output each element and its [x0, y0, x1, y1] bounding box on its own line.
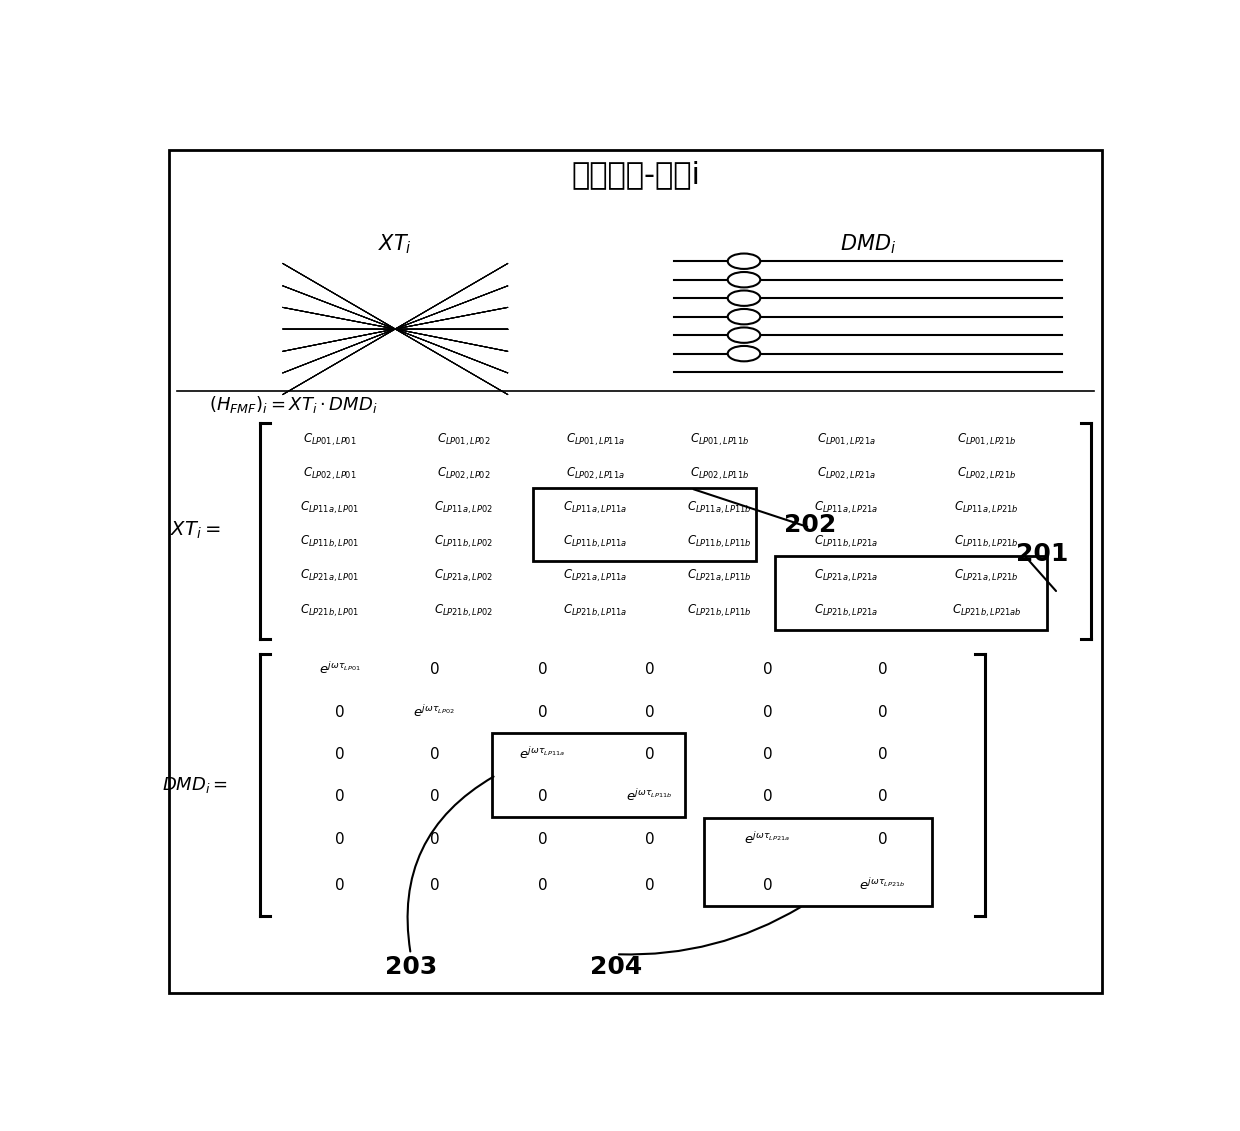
Text: $0$: $0$: [877, 703, 888, 719]
Text: $C_{LP11b,LP21b}$: $C_{LP11b,LP21b}$: [955, 534, 1019, 550]
Text: $C_{LP02,LP21a}$: $C_{LP02,LP21a}$: [817, 466, 875, 482]
Bar: [533, 489, 755, 561]
Text: $C_{LP21a,LP11b}$: $C_{LP21a,LP11b}$: [687, 567, 751, 584]
Text: $C_{LP21b,LP21a}$: $C_{LP21b,LP21a}$: [815, 603, 878, 619]
Text: $XT_i$: $XT_i$: [378, 233, 412, 256]
Text: $C_{LP11b,LP21a}$: $C_{LP11b,LP21a}$: [815, 534, 878, 550]
Text: $C_{LP21a,LP21b}$: $C_{LP21a,LP21b}$: [955, 567, 1019, 584]
Text: $0$: $0$: [877, 788, 888, 804]
Text: $0$: $0$: [761, 703, 773, 719]
Text: $C_{LP11a,LP11b}$: $C_{LP11a,LP11b}$: [687, 500, 751, 516]
Text: $0$: $0$: [761, 788, 773, 804]
Text: $e^{j\omega\tau_{LP21b}}$: $e^{j\omega\tau_{LP21b}}$: [859, 877, 905, 892]
Text: $C_{LP01,LP21a}$: $C_{LP01,LP21a}$: [817, 432, 875, 448]
Text: $C_{LP11b,LP11a}$: $C_{LP11b,LP11a}$: [563, 534, 627, 550]
Text: $C_{LP01,LP21b}$: $C_{LP01,LP21b}$: [957, 432, 1017, 448]
Text: $0$: $0$: [761, 877, 773, 893]
Text: $C_{LP02,LP11a}$: $C_{LP02,LP11a}$: [565, 466, 625, 482]
Text: 传递矩阵-部分i: 传递矩阵-部分i: [570, 161, 701, 190]
Ellipse shape: [728, 346, 760, 361]
Text: $0$: $0$: [644, 746, 655, 762]
Text: $C_{LP02,LP21b}$: $C_{LP02,LP21b}$: [957, 466, 1017, 482]
Text: $C_{LP21b,LP11a}$: $C_{LP21b,LP11a}$: [563, 603, 627, 619]
Bar: [492, 733, 684, 818]
Text: $e^{j\omega\tau_{LP21a}}$: $e^{j\omega\tau_{LP21a}}$: [744, 831, 790, 847]
Text: $0$: $0$: [537, 877, 548, 893]
Text: $0$: $0$: [429, 662, 439, 677]
Text: $0$: $0$: [761, 746, 773, 762]
Text: $C_{LP11b,LP11b}$: $C_{LP11b,LP11b}$: [687, 534, 751, 550]
Text: $0$: $0$: [644, 703, 655, 719]
Text: $e^{j\omega\tau_{LP11b}}$: $e^{j\omega\tau_{LP11b}}$: [626, 788, 672, 804]
Text: $C_{LP11a,LP21b}$: $C_{LP11a,LP21b}$: [955, 500, 1019, 516]
Text: $0$: $0$: [334, 877, 345, 893]
Text: $XT_i =$: $XT_i =$: [170, 520, 221, 542]
Text: $C_{LP02,LP11b}$: $C_{LP02,LP11b}$: [689, 466, 749, 482]
Text: $e^{j\omega\tau_{LP01}}$: $e^{j\omega\tau_{LP01}}$: [319, 662, 361, 677]
Text: $C_{LP21b,LP21ab}$: $C_{LP21b,LP21ab}$: [952, 603, 1022, 619]
Text: $0$: $0$: [877, 746, 888, 762]
Text: $C_{LP21b,LP01}$: $C_{LP21b,LP01}$: [300, 603, 358, 619]
Ellipse shape: [728, 273, 760, 287]
Ellipse shape: [728, 328, 760, 343]
Text: $C_{LP11a,LP21a}$: $C_{LP11a,LP21a}$: [815, 500, 878, 516]
Text: $C_{LP21b,LP11b}$: $C_{LP21b,LP11b}$: [687, 603, 751, 619]
Text: $0$: $0$: [644, 877, 655, 893]
Text: $C_{LP11a,LP11a}$: $C_{LP11a,LP11a}$: [563, 500, 627, 516]
Text: $0$: $0$: [537, 662, 548, 677]
Text: $e^{j\omega\tau_{LP02}}$: $e^{j\omega\tau_{LP02}}$: [413, 703, 455, 719]
Text: $0$: $0$: [429, 746, 439, 762]
Text: $C_{LP21b,LP02}$: $C_{LP21b,LP02}$: [434, 603, 492, 619]
Text: $C_{LP01,LP01}$: $C_{LP01,LP01}$: [303, 432, 356, 448]
Text: $C_{LP21a,LP21a}$: $C_{LP21a,LP21a}$: [815, 567, 878, 584]
Text: $C_{LP02,LP02}$: $C_{LP02,LP02}$: [436, 466, 490, 482]
Text: $0$: $0$: [537, 703, 548, 719]
Text: $0$: $0$: [644, 831, 655, 847]
Text: $0$: $0$: [877, 662, 888, 677]
Text: $DMD_i =$: $DMD_i =$: [162, 775, 228, 795]
Text: $C_{LP11a,LP01}$: $C_{LP11a,LP01}$: [300, 500, 358, 516]
Text: $C_{LP11b,LP02}$: $C_{LP11b,LP02}$: [434, 534, 492, 550]
Text: $C_{LP21a,LP11a}$: $C_{LP21a,LP11a}$: [563, 567, 627, 584]
Text: $0$: $0$: [334, 788, 345, 804]
Text: $(H_{FMF})_i = XT_i \cdot DMD_i$: $(H_{FMF})_i = XT_i \cdot DMD_i$: [210, 394, 378, 415]
Text: $C_{LP02,LP01}$: $C_{LP02,LP01}$: [303, 466, 356, 482]
Text: $0$: $0$: [334, 831, 345, 847]
Ellipse shape: [728, 291, 760, 305]
Text: $0$: $0$: [644, 662, 655, 677]
Bar: [775, 556, 1047, 630]
Text: $C_{LP11a,LP02}$: $C_{LP11a,LP02}$: [434, 500, 492, 516]
Text: 201: 201: [1017, 542, 1069, 566]
Text: $0$: $0$: [334, 746, 345, 762]
Text: $0$: $0$: [877, 831, 888, 847]
Text: $C_{LP01,LP02}$: $C_{LP01,LP02}$: [436, 432, 490, 448]
Text: $0$: $0$: [537, 788, 548, 804]
Text: $C_{LP01,LP11a}$: $C_{LP01,LP11a}$: [565, 432, 625, 448]
Text: $0$: $0$: [429, 788, 439, 804]
Text: $0$: $0$: [537, 831, 548, 847]
Text: $C_{LP21a,LP01}$: $C_{LP21a,LP01}$: [300, 567, 358, 584]
Text: $DMD_i$: $DMD_i$: [839, 233, 897, 256]
Text: $0$: $0$: [334, 703, 345, 719]
Text: $0$: $0$: [429, 877, 439, 893]
Text: $0$: $0$: [429, 831, 439, 847]
Ellipse shape: [728, 253, 760, 269]
Text: $e^{j\omega\tau_{LP11a}}$: $e^{j\omega\tau_{LP11a}}$: [520, 746, 565, 762]
Text: $0$: $0$: [761, 662, 773, 677]
Text: $C_{LP01,LP11b}$: $C_{LP01,LP11b}$: [689, 432, 749, 448]
Bar: [704, 818, 932, 906]
Text: $C_{LP21a,LP02}$: $C_{LP21a,LP02}$: [434, 567, 492, 584]
Text: 204: 204: [590, 955, 642, 978]
Text: $C_{LP11b,LP01}$: $C_{LP11b,LP01}$: [300, 534, 358, 550]
Text: 202: 202: [784, 513, 836, 537]
Ellipse shape: [728, 309, 760, 325]
Text: 203: 203: [384, 955, 436, 978]
